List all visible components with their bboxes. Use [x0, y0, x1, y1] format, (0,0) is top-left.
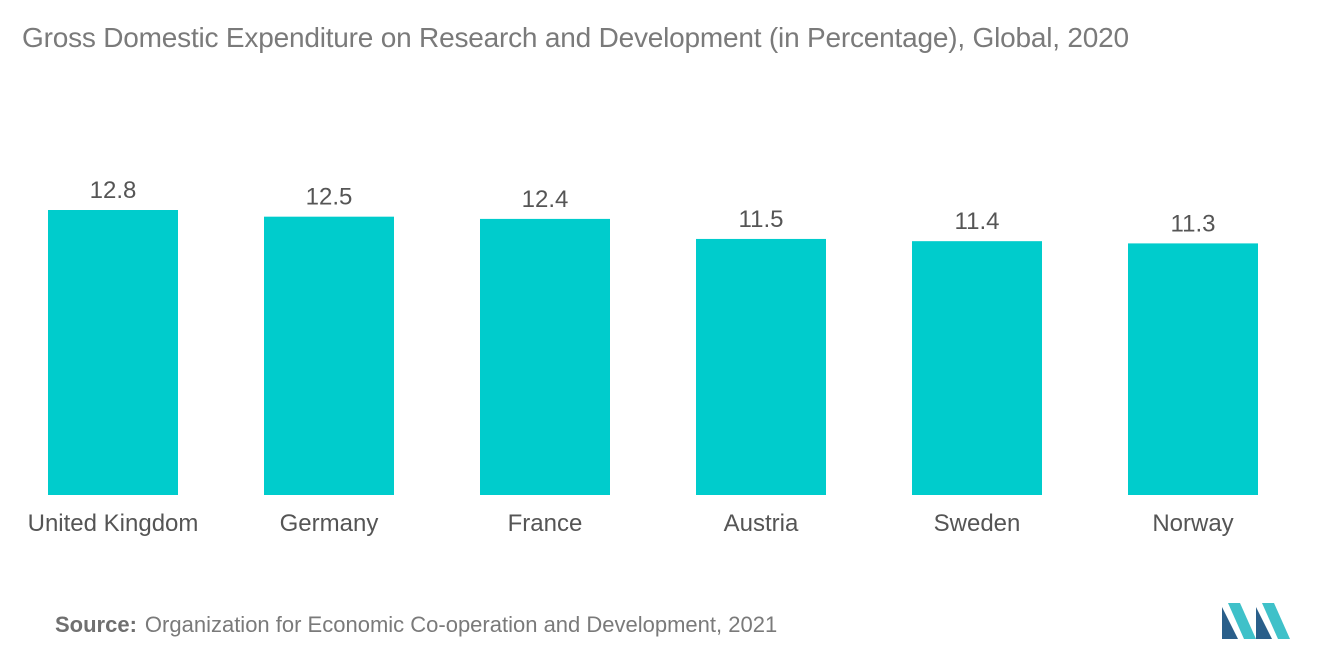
value-label: 11.4 [955, 208, 1000, 235]
value-label: 12.5 [306, 184, 353, 211]
source-label: Source: [55, 612, 137, 637]
bar-germany [264, 216, 394, 495]
bar-norway [1128, 243, 1258, 495]
logo-left-shape [1222, 607, 1238, 639]
logo-end-shape [1262, 603, 1290, 639]
source-note: Source: Organization for Economic Co-oper… [55, 612, 777, 638]
bar-sweden [912, 241, 1042, 495]
category-label: United Kingdom [28, 510, 199, 537]
chart-title: Gross Domestic Expenditure on Research a… [22, 22, 1129, 53]
category-label: Norway [1152, 510, 1233, 537]
bar-france [480, 218, 610, 495]
logo-right-shape [1256, 607, 1272, 639]
category-label: Germany [280, 510, 379, 537]
source-text: Organization for Economic Co-operation a… [144, 612, 778, 637]
value-label: 12.4 [522, 186, 569, 213]
value-label: 12.8 [90, 177, 137, 204]
category-label: Austria [724, 510, 799, 537]
brand-logo-icon [1222, 603, 1292, 644]
category-label: Sweden [934, 510, 1021, 537]
value-label: 11.3 [1171, 210, 1216, 237]
bar-austria [696, 238, 826, 495]
bar-chart: 12.8 United Kingdom 12.5 Germany 12.4 France 1… [28, 177, 1258, 537]
bar-united-kingdom [48, 210, 178, 495]
category-label: France [508, 510, 583, 537]
value-label: 11.5 [739, 206, 784, 233]
logo-mid-shape [1228, 603, 1256, 639]
